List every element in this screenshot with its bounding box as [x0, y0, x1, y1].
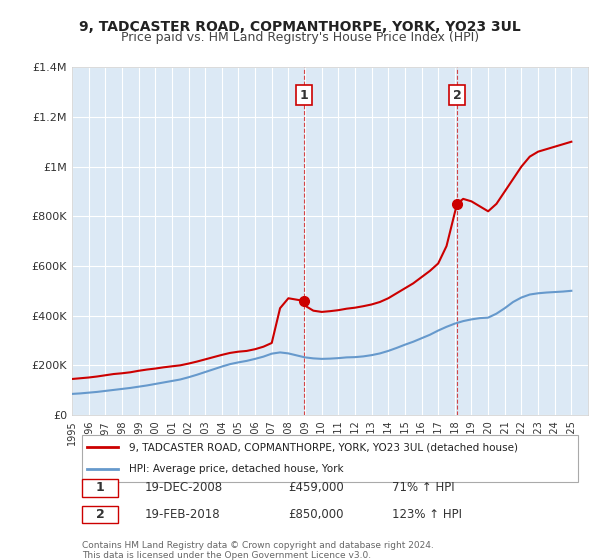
- Text: 19-FEB-2018: 19-FEB-2018: [144, 507, 220, 520]
- Text: 1: 1: [300, 88, 309, 101]
- Text: 19-DEC-2008: 19-DEC-2008: [144, 481, 223, 494]
- Text: 9, TADCASTER ROAD, COPMANTHORPE, YORK, YO23 3UL (detached house): 9, TADCASTER ROAD, COPMANTHORPE, YORK, Y…: [129, 442, 518, 452]
- FancyBboxPatch shape: [82, 479, 118, 497]
- Text: £850,000: £850,000: [289, 507, 344, 520]
- Text: 2: 2: [452, 88, 461, 101]
- FancyBboxPatch shape: [82, 435, 578, 482]
- Text: Contains HM Land Registry data © Crown copyright and database right 2024.
This d: Contains HM Land Registry data © Crown c…: [82, 541, 434, 560]
- Text: 9, TADCASTER ROAD, COPMANTHORPE, YORK, YO23 3UL: 9, TADCASTER ROAD, COPMANTHORPE, YORK, Y…: [79, 20, 521, 34]
- Text: 1: 1: [96, 481, 105, 494]
- Text: 123% ↑ HPI: 123% ↑ HPI: [392, 507, 462, 520]
- Text: £459,000: £459,000: [289, 481, 344, 494]
- Text: HPI: Average price, detached house, York: HPI: Average price, detached house, York: [129, 464, 343, 474]
- Text: 2: 2: [96, 507, 105, 520]
- Text: 71% ↑ HPI: 71% ↑ HPI: [392, 481, 455, 494]
- FancyBboxPatch shape: [82, 506, 118, 524]
- Text: Price paid vs. HM Land Registry's House Price Index (HPI): Price paid vs. HM Land Registry's House …: [121, 31, 479, 44]
